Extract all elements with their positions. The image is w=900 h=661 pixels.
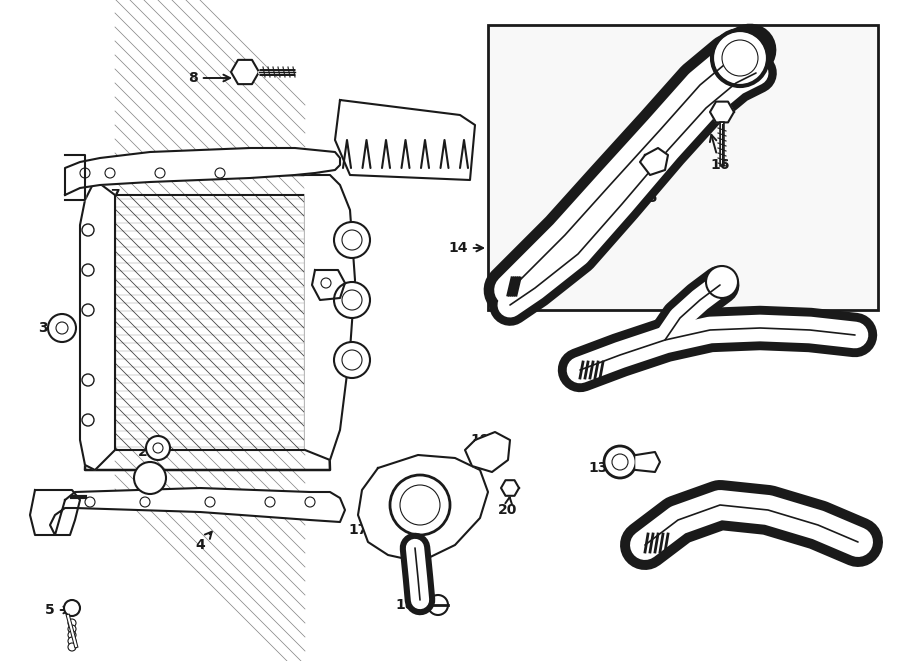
Circle shape — [146, 436, 170, 460]
Circle shape — [68, 631, 76, 639]
Text: 16: 16 — [710, 135, 729, 172]
Polygon shape — [636, 452, 660, 472]
Text: 6: 6 — [32, 501, 57, 515]
Polygon shape — [30, 490, 80, 535]
Text: 14: 14 — [448, 241, 483, 255]
Polygon shape — [640, 148, 668, 175]
Polygon shape — [231, 60, 259, 84]
Text: 15: 15 — [638, 182, 658, 205]
Circle shape — [82, 304, 94, 316]
Polygon shape — [50, 488, 345, 535]
Text: 5: 5 — [45, 603, 70, 617]
Circle shape — [56, 322, 68, 334]
Circle shape — [334, 342, 370, 378]
Circle shape — [334, 282, 370, 318]
Polygon shape — [65, 155, 85, 200]
Polygon shape — [501, 480, 519, 496]
Text: 4: 4 — [195, 531, 212, 552]
Circle shape — [604, 446, 636, 478]
Text: 12: 12 — [668, 520, 688, 537]
Polygon shape — [358, 455, 488, 562]
Circle shape — [82, 374, 94, 386]
Circle shape — [82, 414, 94, 426]
Text: 20: 20 — [498, 497, 518, 517]
Circle shape — [428, 595, 448, 615]
Text: 13: 13 — [589, 461, 627, 475]
Polygon shape — [312, 270, 345, 300]
Text: 18: 18 — [395, 598, 430, 612]
Circle shape — [82, 264, 94, 276]
Text: 1: 1 — [301, 303, 326, 319]
Circle shape — [134, 462, 166, 494]
Polygon shape — [305, 175, 355, 460]
Circle shape — [390, 475, 450, 535]
Circle shape — [68, 625, 76, 633]
Bar — [488, 25, 878, 310]
Circle shape — [68, 637, 76, 645]
Circle shape — [82, 224, 94, 236]
Circle shape — [334, 222, 370, 258]
Text: 7: 7 — [111, 188, 150, 210]
Polygon shape — [465, 432, 510, 472]
Polygon shape — [80, 180, 115, 470]
Text: 17: 17 — [348, 518, 383, 537]
Text: 2: 2 — [139, 445, 163, 459]
Circle shape — [712, 30, 768, 86]
Circle shape — [153, 443, 163, 453]
Circle shape — [68, 619, 76, 627]
Text: 9: 9 — [295, 271, 320, 285]
Circle shape — [68, 643, 76, 651]
Text: 8: 8 — [188, 71, 230, 85]
Text: 19: 19 — [470, 433, 490, 452]
Circle shape — [64, 600, 80, 616]
Polygon shape — [85, 175, 330, 470]
Polygon shape — [65, 148, 340, 195]
Polygon shape — [710, 102, 734, 122]
Polygon shape — [335, 100, 475, 180]
Circle shape — [722, 40, 758, 76]
Text: 3: 3 — [39, 321, 70, 335]
Text: 11: 11 — [700, 331, 740, 346]
Text: 10: 10 — [368, 128, 389, 147]
Circle shape — [48, 314, 76, 342]
Circle shape — [706, 266, 738, 298]
Polygon shape — [115, 195, 305, 450]
